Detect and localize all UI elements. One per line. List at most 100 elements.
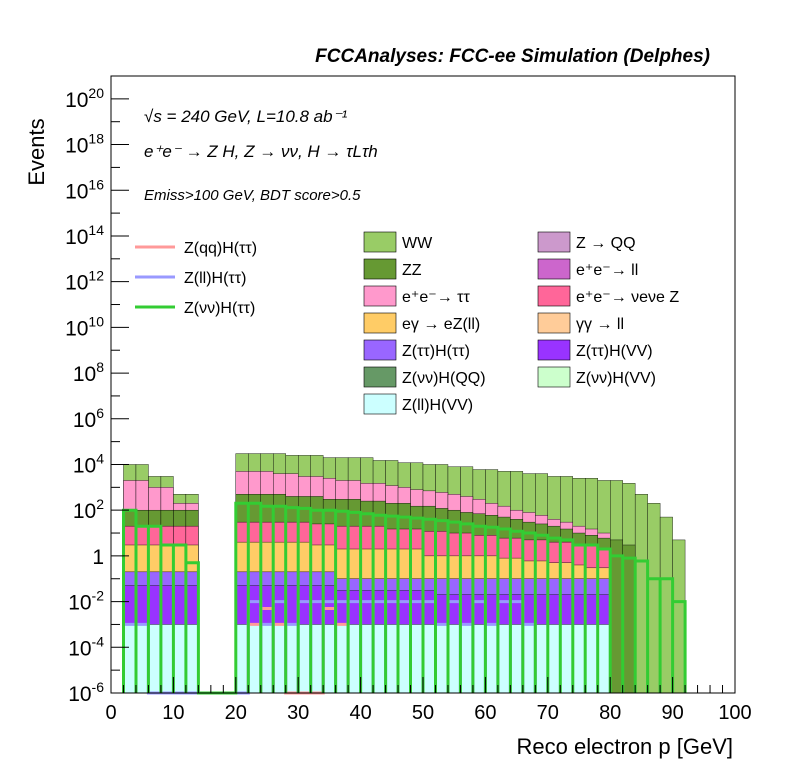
legend-swatch bbox=[537, 285, 571, 307]
x-tick-label: 70 bbox=[537, 702, 559, 724]
legend-label: e⁺e⁻→ νeνe Z bbox=[576, 289, 679, 306]
legend-entry: e⁺e⁻→ ττ bbox=[363, 285, 470, 307]
stack-bin bbox=[385, 624, 399, 694]
legend-entry: Z(qq)H(ττ) bbox=[135, 240, 257, 257]
stack-bin bbox=[335, 624, 349, 694]
y-tick-label: 102 bbox=[73, 496, 104, 523]
stack-bin bbox=[135, 624, 149, 694]
legend-entry: eγ → eZ(ll) bbox=[363, 312, 480, 334]
x-tick-label: 20 bbox=[225, 702, 247, 724]
stack-bin bbox=[397, 624, 411, 694]
legend-swatch bbox=[363, 366, 397, 388]
y-tick-label: 1020 bbox=[65, 85, 104, 112]
y-tick-label: 1012 bbox=[65, 268, 104, 295]
legend-entry: e⁺e⁻→ νeνe Z bbox=[537, 285, 679, 307]
legend-swatch bbox=[537, 339, 571, 361]
legend-entry: γγ → ll bbox=[537, 312, 624, 334]
x-tick-label: 90 bbox=[661, 702, 683, 724]
stack-bin bbox=[273, 624, 286, 694]
header-title: FCCAnalyses: FCC-ee Simulation (Delphes) bbox=[315, 46, 710, 67]
legend-entry: Z(ll)H(VV) bbox=[363, 393, 473, 415]
legend-label: ZZ bbox=[402, 262, 422, 279]
stack-bin bbox=[497, 624, 511, 694]
stack-bin bbox=[248, 624, 261, 694]
y-tick-label: 106 bbox=[73, 405, 104, 432]
legend-swatch bbox=[363, 339, 397, 361]
legend-entry: WW bbox=[363, 231, 433, 253]
legend-label: Z(ττ)H(ττ) bbox=[402, 343, 470, 360]
stack-bin bbox=[160, 624, 174, 694]
legend-swatch bbox=[537, 258, 571, 280]
stack-bin bbox=[148, 624, 162, 694]
y-tick-label: 10-2 bbox=[68, 588, 104, 615]
legend-entry: Z → QQ bbox=[537, 231, 636, 253]
x-tick-label: 30 bbox=[287, 702, 309, 724]
y-axis-label: Events bbox=[24, 118, 49, 185]
stack-bin bbox=[260, 624, 274, 694]
stack-bin bbox=[510, 624, 524, 694]
legend-label: Z(ττ)H(VV) bbox=[576, 343, 653, 360]
stack-bin bbox=[435, 624, 449, 694]
legend-swatch bbox=[363, 231, 397, 253]
legend-entry: Z(νν)H(ττ) bbox=[135, 300, 255, 317]
stack-bin bbox=[173, 624, 187, 694]
legend-entry: Z(ττ)H(ττ) bbox=[363, 339, 470, 361]
signal-lines bbox=[122, 501, 687, 695]
stack-bin bbox=[185, 624, 199, 694]
y-tick-label: 10-4 bbox=[68, 633, 104, 660]
x-tick-label: 80 bbox=[599, 702, 621, 724]
stack-bin bbox=[610, 539, 623, 694]
stack-bin bbox=[560, 624, 573, 694]
legend-label: Z(νν)H(ττ) bbox=[184, 300, 255, 317]
stack-bin bbox=[672, 539, 686, 694]
x-tick-label: 40 bbox=[349, 702, 371, 724]
stack-bin bbox=[372, 624, 386, 694]
legend-entry: e⁺e⁻→ ll bbox=[537, 258, 638, 280]
legend-label: Z(νν)H(VV) bbox=[576, 370, 656, 387]
y-tick-label: 1 bbox=[92, 546, 104, 569]
annotation-cuts: Emiss>100 GeV, BDT score>0.5 bbox=[144, 187, 361, 204]
legend-swatch bbox=[537, 366, 571, 388]
legend-swatch bbox=[363, 285, 397, 307]
legend-label: Z → QQ bbox=[576, 235, 636, 252]
legend-entry: Z(ll)H(ττ) bbox=[135, 270, 246, 287]
stack-bin bbox=[585, 624, 598, 694]
stack-bin bbox=[535, 624, 549, 694]
legend-entry: Z(νν)H(VV) bbox=[537, 366, 656, 388]
stack-bin bbox=[123, 624, 137, 694]
stack-bin bbox=[597, 624, 611, 694]
legend-swatch bbox=[363, 258, 397, 280]
legend-entry: ZZ bbox=[363, 258, 422, 280]
y-tick-label: 1016 bbox=[65, 176, 104, 203]
y-tick-label: 10-6 bbox=[68, 679, 104, 706]
x-tick-label: 100 bbox=[718, 702, 751, 724]
legend-label: γγ → ll bbox=[576, 316, 624, 333]
stack-bin bbox=[522, 624, 536, 694]
legend-label: Z(ll)H(ττ) bbox=[184, 270, 246, 287]
legend-label: WW bbox=[402, 235, 433, 252]
stack-bin bbox=[572, 624, 586, 694]
legend-entry: Z(νν)H(QQ) bbox=[363, 366, 486, 388]
axes: 0 10 20 30 40 50 60 70 80 90 10010-610-410-2110210… bbox=[65, 85, 752, 724]
x-tick-label: 10 bbox=[162, 702, 184, 724]
annotation-energy-lumi: √s = 240 GeV, L=10.8 ab⁻¹ bbox=[144, 107, 348, 126]
y-tick-label: 104 bbox=[73, 450, 104, 477]
y-tick-label: 1010 bbox=[65, 313, 104, 340]
stack-bin bbox=[622, 544, 636, 694]
stack-bin bbox=[547, 624, 561, 694]
legend-swatch bbox=[363, 393, 397, 415]
stack-bin bbox=[322, 624, 336, 694]
stack-bin bbox=[460, 624, 474, 694]
stack-z-ll-h-vv- bbox=[123, 624, 611, 694]
x-tick-label: 50 bbox=[412, 702, 434, 724]
stack-bin bbox=[347, 624, 361, 694]
legend-label: e⁺e⁻→ ττ bbox=[402, 289, 470, 306]
legend-label: e⁺e⁻→ ll bbox=[576, 262, 638, 279]
legend-entry: Z(ττ)H(VV) bbox=[537, 339, 653, 361]
stack-bin bbox=[235, 624, 249, 694]
stack-bin bbox=[298, 624, 311, 694]
stack-envelopes bbox=[123, 453, 686, 694]
signal-line-z-h- bbox=[122, 501, 687, 695]
legend-label: Z(ll)H(VV) bbox=[402, 397, 473, 414]
y-tick-label: 108 bbox=[73, 359, 104, 386]
